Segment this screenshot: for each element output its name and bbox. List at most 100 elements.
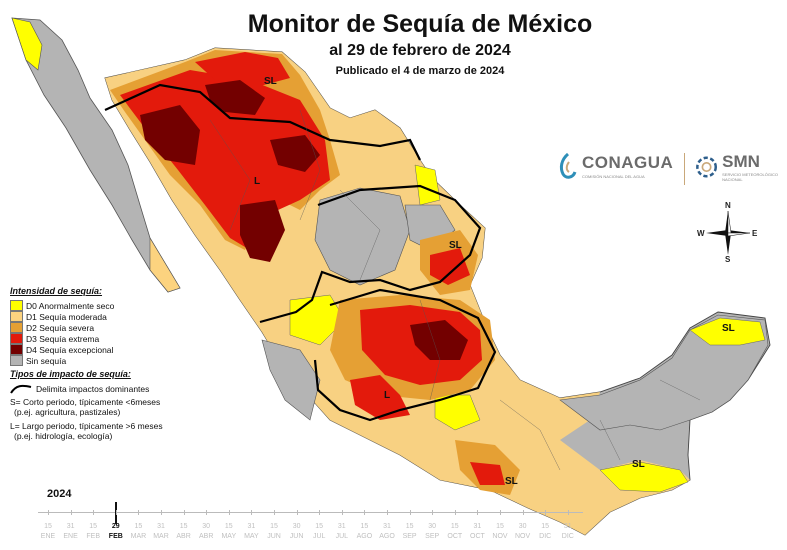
timeline-tick: [161, 510, 162, 515]
timeline-month: NOV: [515, 533, 531, 540]
legend-label: D1 Sequía moderada: [26, 311, 107, 322]
timeline-tick: [319, 510, 321, 515]
timeline-tick: [93, 510, 95, 515]
timeline-tick: [567, 510, 569, 515]
timeline-day: 31: [383, 523, 391, 530]
compass-e: E: [752, 229, 758, 238]
smn-emblem-icon: [696, 156, 718, 178]
timeline-tick: [409, 510, 411, 515]
legend-impact-title: Tipos de impacto de sequía:: [10, 369, 131, 379]
legend-impact-line-label: Delimita impactos dominantes: [36, 384, 150, 394]
timeline-month: OCT: [470, 533, 485, 540]
legend-short-example: (p.ej. agricultura, pastizales): [14, 407, 121, 417]
timeline-day: 31: [337, 523, 346, 530]
legend-long-def: L= Largo periodo, típicamente >6 meses: [10, 421, 163, 431]
legend-item-d4: D4 Sequía excepcional: [10, 344, 225, 355]
timeline-day: 31: [157, 523, 165, 530]
conagua-name: CONAGUA: [582, 153, 674, 172]
page-subtitle: al 29 de febrero de 2024: [329, 42, 511, 59]
timeline-day: 15: [360, 523, 369, 530]
timeline-month: OCT: [447, 533, 463, 540]
timeline-month: MAR: [130, 533, 147, 540]
timeline-month: ENE: [40, 533, 56, 540]
timeline-day: 15: [134, 523, 143, 530]
conagua-tagline: COMISIÓN NACIONAL DEL AGUA: [582, 174, 645, 179]
compass-w: W: [697, 229, 705, 238]
map-label-sl-oaxaca: SL: [505, 476, 518, 487]
legend: Intensidad de sequía: D0 Anormalmente se…: [10, 286, 225, 441]
timeline-day: 29: [111, 523, 120, 530]
compass-icon: [706, 210, 751, 255]
timeline-month: ABR: [176, 533, 191, 540]
legend-label: D3 Sequía extrema: [26, 333, 100, 344]
timeline-month: MAY: [244, 533, 259, 540]
timeline-tick: [228, 510, 230, 515]
timeline-month: FEB: [108, 533, 123, 540]
published-date: Publicado el 4 de marzo de 2024: [335, 65, 505, 77]
legend-swatch: [10, 300, 23, 311]
timeline-tick: [432, 510, 434, 515]
timeline-day: 15: [44, 523, 52, 530]
legend-impact-line: Delimita impactos dominantes: [10, 383, 225, 395]
timeline-day: 15: [450, 523, 459, 530]
timeline-tick: [70, 510, 72, 515]
conagua-emblem-icon: [559, 152, 577, 179]
legend-swatch: [10, 355, 23, 366]
legend-label: D0 Anormalmente seco: [26, 300, 115, 311]
legend-short-def: S= Corto periodo, típicamente <6meses: [10, 397, 161, 407]
timeline-day: 15: [224, 523, 233, 530]
timeline-tick: [477, 510, 479, 515]
logo-divider: [684, 153, 685, 185]
smn-name: SMN: [722, 152, 760, 171]
map-label-l-sinaloa: L: [254, 176, 261, 187]
timeline-month: ENE: [63, 533, 78, 540]
map-label-sl-tamaulipas: SL: [449, 240, 462, 251]
smn-logo: SMN SERVICIO METEOROLÓGICO NACIONAL: [694, 152, 787, 182]
impact-line-icon: [10, 384, 32, 394]
timeline-tick: [251, 510, 253, 515]
timeline-tick: [522, 510, 524, 515]
timeline-day: 15: [270, 523, 278, 530]
legend-item-d3: D3 Sequía extrema: [10, 333, 225, 344]
timeline-tick: [364, 510, 366, 515]
timeline-day: 30: [428, 523, 437, 530]
timeline-day: 30: [518, 523, 527, 530]
timeline-tick: [387, 510, 388, 515]
compass-rose: N S E W: [697, 201, 758, 264]
timeline-month: ABR: [198, 533, 214, 540]
compass-s: S: [725, 255, 731, 264]
timeline-month: FEB: [86, 533, 100, 540]
timeline-month: JUN: [267, 533, 281, 540]
timeline-tick: [545, 510, 547, 515]
legend-item-d0: D0 Anormalmente seco: [10, 300, 225, 311]
timeline-day: 31: [66, 523, 75, 530]
compass-n: N: [725, 201, 731, 210]
timeline-tick: [296, 510, 298, 515]
timeline-axis: [38, 512, 583, 513]
legend-item-d2: D2 Sequía severa: [10, 322, 225, 333]
map-label-sl-chiapas: SL: [632, 459, 645, 470]
timeline-day: 30: [292, 523, 301, 530]
timeline-month: MAR: [153, 533, 169, 540]
timeline-tick: [48, 510, 49, 515]
timeline-month: JUL: [335, 533, 349, 540]
timeline-tick: [454, 510, 456, 515]
timeline-day: 30: [202, 523, 211, 530]
legend-item-none: Sin sequía: [10, 355, 225, 366]
timeline-tick: [274, 510, 275, 515]
legend-swatch: [10, 322, 23, 333]
timeline: 15 ENE 31 ENE 15 FEB 29 FEB 15 MAR 31 MAR 15 ABR 30 ABR…: [38, 500, 583, 546]
timeline-day: 15: [89, 523, 98, 530]
timeline-month: JUN: [289, 533, 304, 540]
timeline-day: 15: [541, 523, 550, 530]
timeline-month: MAY: [221, 533, 237, 540]
legend-intensity-title: Intensidad de sequía:: [10, 286, 103, 296]
timeline-month: DIC: [539, 533, 552, 540]
timeline-month: SEP: [425, 533, 440, 540]
legend-label: D4 Sequía excepcional: [26, 344, 114, 355]
legend-item-d1: D1 Sequía moderada: [10, 311, 225, 322]
timeline-tick: [183, 510, 185, 515]
timeline-year: 2024: [47, 488, 72, 500]
timeline-day: 15: [315, 523, 324, 530]
